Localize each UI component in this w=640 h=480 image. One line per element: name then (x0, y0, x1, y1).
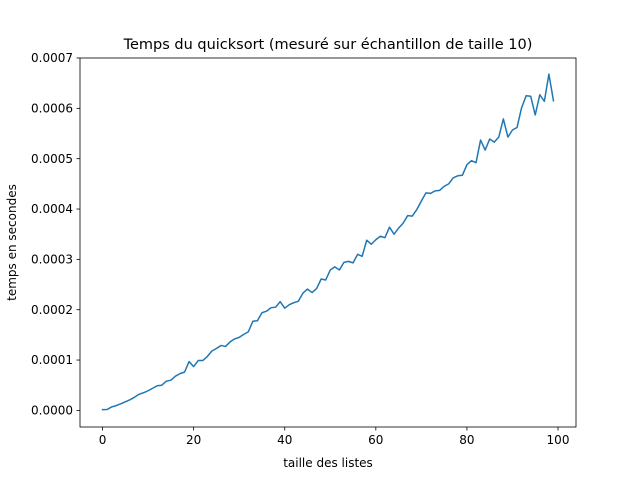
x-tick-label: 100 (547, 433, 570, 447)
x-tick-label: 0 (99, 433, 107, 447)
y-tick-label: 0.0003 (31, 253, 73, 267)
plot-frame (79, 57, 577, 428)
y-tick-label: 0.0005 (31, 152, 73, 166)
y-tick-label: 0.0006 (31, 102, 73, 116)
y-axis: 0.0000 0.0001 0.0002 0.0003 0.0004 0.0005 0.00… (31, 51, 80, 418)
chart-title: Temps du quicksort (mesuré sur échantill… (123, 37, 533, 53)
y-tick-label: 0.0001 (31, 353, 73, 367)
x-tick-label: 20 (186, 433, 201, 447)
x-axis: 0 20 40 60 80 100 (99, 427, 570, 447)
y-tick-label: 0.0000 (31, 404, 73, 418)
y-tick-label: 0.0007 (31, 51, 73, 65)
y-tick-label: 0.0002 (31, 303, 73, 317)
y-tick-label: 0.0004 (31, 202, 73, 216)
y-axis-label: temps en secondes (5, 184, 19, 301)
x-axis-label: taille des listes (283, 456, 373, 470)
x-tick-label: 60 (368, 433, 383, 447)
plot-area (79, 57, 577, 428)
x-tick-label: 80 (459, 433, 474, 447)
series-line-0 (101, 73, 555, 411)
x-tick-label: 40 (277, 433, 292, 447)
